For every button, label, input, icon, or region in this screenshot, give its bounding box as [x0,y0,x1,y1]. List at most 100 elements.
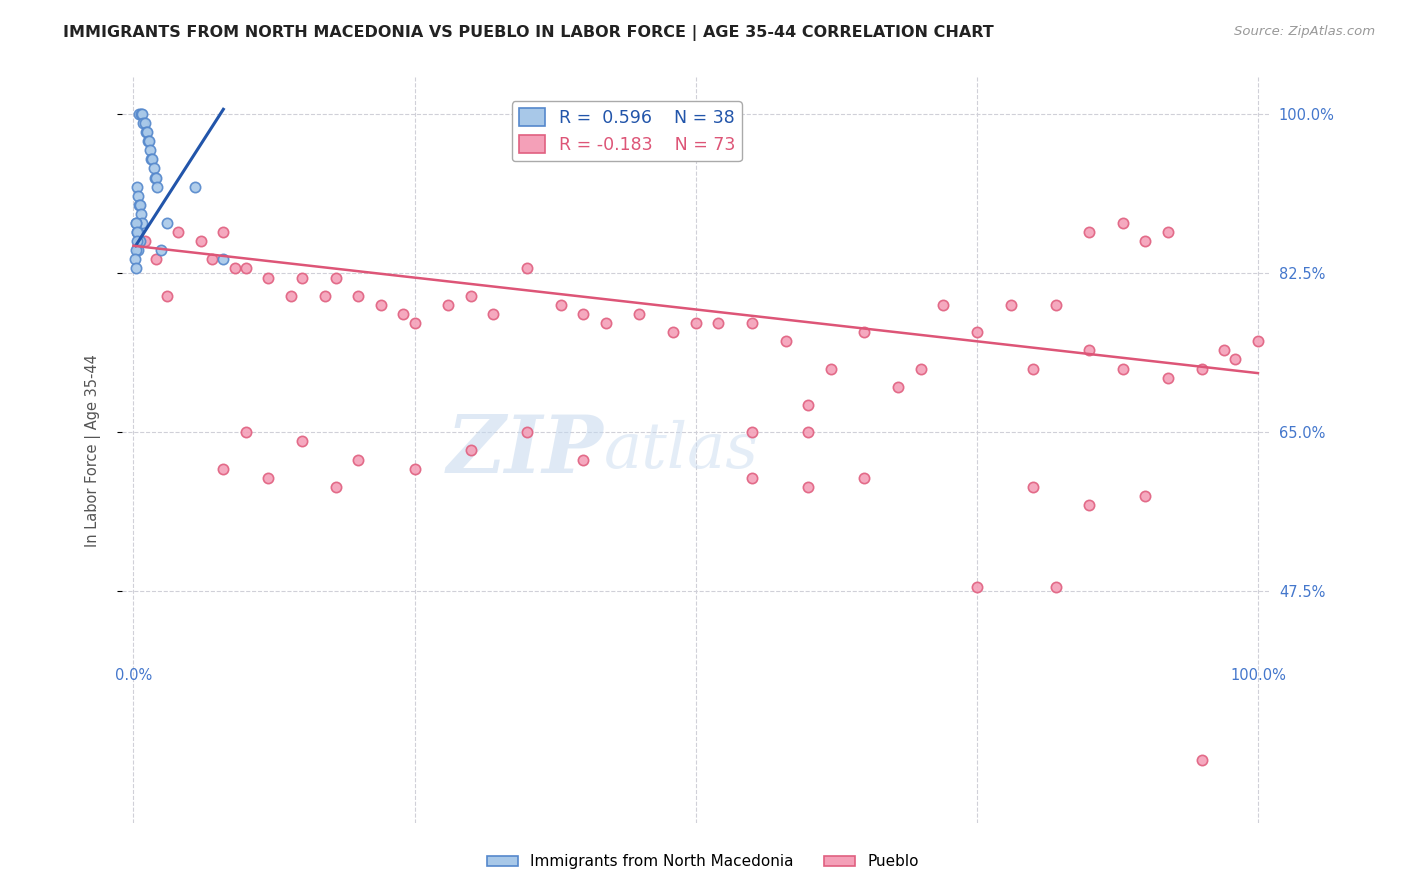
Point [131,216,153,230]
Point [797,425,820,440]
Point [347,289,370,303]
Point [460,443,482,458]
Point [1225,352,1247,367]
Point [550,298,572,312]
Point [1213,343,1236,358]
Point [145,170,167,185]
Point [135,125,157,139]
Point [460,289,482,303]
Text: IMMIGRANTS FROM NORTH MACEDONIA VS PUEBLO IN LABOR FORCE | AGE 35-44 CORRELATION: IMMIGRANTS FROM NORTH MACEDONIA VS PUEBL… [63,25,994,41]
Point [127,244,149,258]
Point [910,361,932,376]
Point [184,179,207,194]
Point [1191,361,1213,376]
Point [257,270,280,285]
Point [124,252,146,267]
Point [131,107,153,121]
Point [314,289,336,303]
Point [662,325,685,339]
Point [392,307,415,321]
Point [128,234,150,248]
Point [127,225,149,239]
Point [135,125,157,139]
Text: ZIP: ZIP [447,412,605,489]
Point [325,480,347,494]
Point [741,471,763,485]
Point [482,307,505,321]
Point [516,425,538,440]
Point [628,307,651,321]
Point [1045,298,1067,312]
Point [134,234,156,248]
Legend: Immigrants from North Macedonia, Pueblo: Immigrants from North Macedonia, Pueblo [481,848,925,875]
Text: 100.0%: 100.0% [1230,668,1286,683]
Point [129,234,152,248]
Y-axis label: In Labor Force | Age 35-44: In Labor Force | Age 35-44 [86,354,101,547]
Point [136,134,159,148]
Point [138,134,160,148]
Point [595,316,617,330]
Text: Source: ZipAtlas.com: Source: ZipAtlas.com [1234,25,1375,38]
Point [235,261,257,276]
Legend: R =  0.596    N = 38, R = -0.183    N = 73: R = 0.596 N = 38, R = -0.183 N = 73 [512,101,742,161]
Point [347,452,370,467]
Point [212,461,235,475]
Point [235,425,257,440]
Point [156,289,179,303]
Point [1045,580,1067,594]
Point [291,270,314,285]
Point [124,216,146,230]
Point [128,107,150,121]
Point [797,480,820,494]
Point [572,452,595,467]
Point [134,116,156,130]
Point [932,298,955,312]
Point [1078,343,1101,358]
Point [685,316,707,330]
Point [127,188,149,202]
Point [404,316,426,330]
Point [966,325,988,339]
Point [572,307,595,321]
Point [280,289,302,303]
Point [437,298,460,312]
Point [201,252,224,267]
Point [167,225,190,239]
Point [707,316,730,330]
Point [129,107,152,121]
Point [132,116,155,130]
Point [1022,480,1045,494]
Point [516,261,538,276]
Point [1157,370,1180,384]
Point [125,225,148,239]
Point [325,270,347,285]
Point [125,225,148,239]
Point [125,234,148,248]
Point [887,380,910,394]
Point [1112,361,1135,376]
Point [741,425,763,440]
Point [1112,216,1135,230]
Point [150,244,173,258]
Point [124,216,146,230]
Point [1157,225,1180,239]
Point [797,398,820,412]
Point [775,334,797,349]
Point [125,179,148,194]
Point [212,225,235,239]
Text: 0.0%: 0.0% [115,668,152,683]
Point [145,252,167,267]
Point [1022,361,1045,376]
Point [124,261,146,276]
Point [257,471,280,485]
Point [1078,498,1101,512]
Point [124,244,146,258]
Point [128,198,150,212]
Point [141,153,163,167]
Point [404,461,426,475]
Point [142,161,165,176]
Point [1135,489,1157,503]
Point [1247,334,1270,349]
Point [820,361,842,376]
Point [139,143,162,157]
